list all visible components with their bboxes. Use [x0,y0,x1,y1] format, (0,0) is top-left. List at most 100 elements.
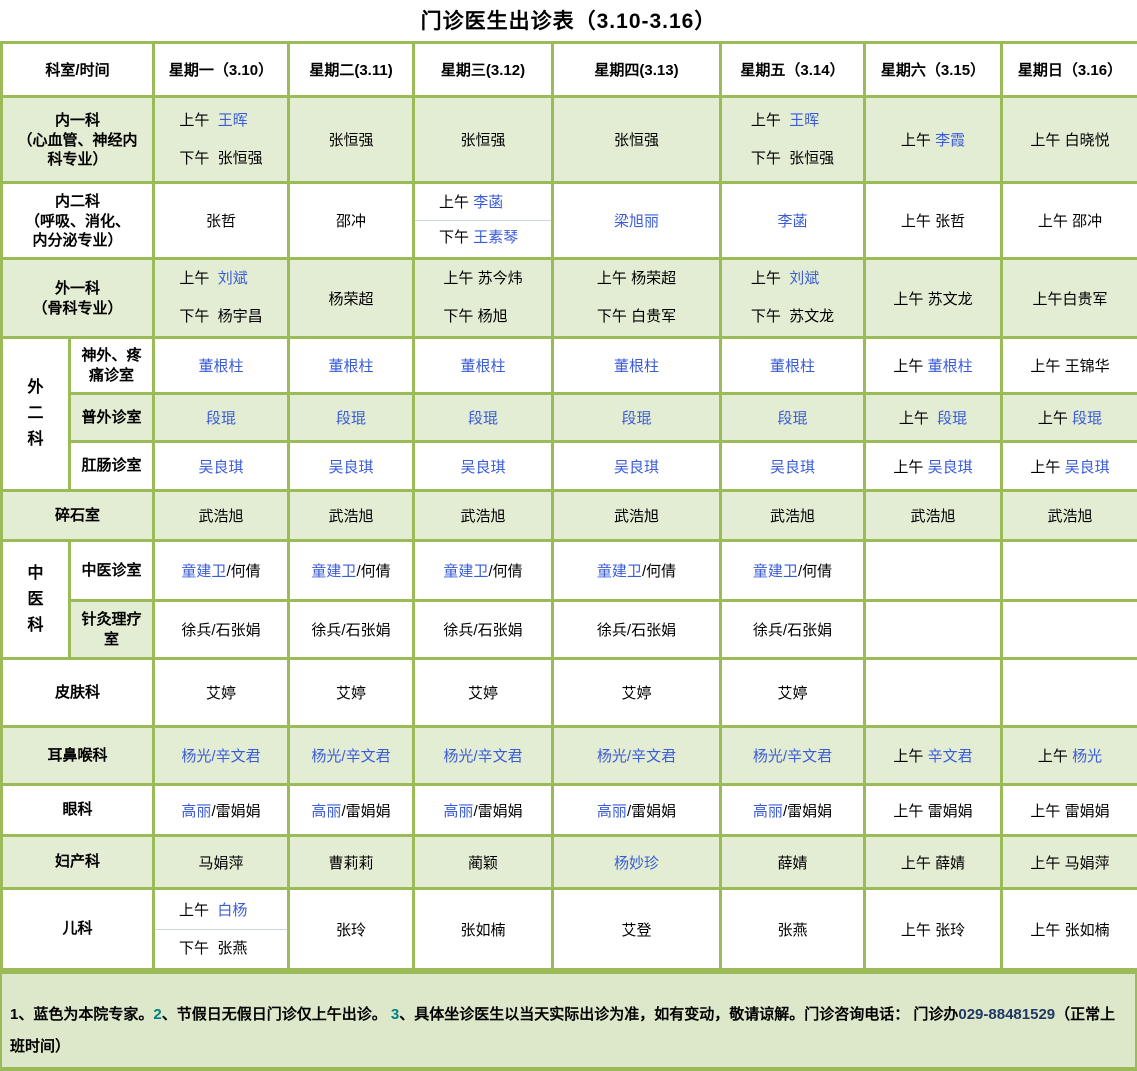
cell-text: 上午 [893,748,928,765]
footer-text: 3 [390,1006,400,1023]
cell-text: 上午 薛婧 [900,854,966,872]
department-name: 内一科 [55,111,101,129]
cell-text: 艾婷 [468,685,499,702]
schedule-cell: 武浩旭 [551,489,723,542]
day-header: 星期四(3.13) [551,41,723,98]
schedule-cell: 吴良琪 [719,440,867,492]
expert-doctor-name: 杨光 [1072,748,1103,765]
schedule-cell: 上午 李菡 下午 王素琴 [412,181,555,260]
cell-text: 上午 [1037,410,1073,427]
cell-text: 张哲 [206,213,237,230]
cell-text: 上午 邵冲 [1037,213,1103,230]
schedule-cell: 徐兵/石张娟 [152,599,291,660]
day-header: 星期五（3.14） [719,41,867,98]
schedule-cell: 艾婷 [287,657,416,728]
footer-note: 1、蓝色为本院专家。2、节假日无假日门诊仅上午出诊。 3、具体坐诊医生以当天实际… [0,971,1137,1071]
schedule-cell: 李菡 [719,181,867,260]
department-label: 皮肤科 [0,657,156,728]
expert-doctor-name: 董根柱 [770,358,816,375]
cell-text: 下午 杨宇昌 [179,308,263,325]
expert-doctor-name: 段琨 [1072,410,1103,427]
cell-text: 徐兵/石张娟 [181,622,261,639]
department-group-label: 外 二 科 [0,336,71,492]
schedule-cell: 邵冲 [287,181,416,260]
schedule-lines: 上午 刘斌 下午 杨宇昌 [179,262,263,335]
cell-text: 邵冲 [336,213,367,230]
schedule-cell: 徐兵/石张娟 [719,599,867,660]
cell-text: 上午 [893,358,928,375]
cell-text: 上午 [179,270,218,287]
schedule-line: 下午 张恒强 [751,140,834,178]
expert-doctor-name: 童建卫 [596,563,642,580]
schedule-cell: 上午 张如楠 [1000,887,1137,971]
cell-text: 张燕 [777,921,808,939]
schedule-cell: 徐兵/石张娟 [287,599,416,660]
schedule-cell: 杨光/辛文君 [287,725,416,786]
expert-doctor-name: 杨光/辛文君 [311,748,391,765]
cell-text: 薛婧 [777,854,808,872]
schedule-cell: 上午 董根柱 [863,336,1004,395]
schedule-cell: 上午 张玲 [863,887,1004,971]
schedule-cell: 董根柱 [152,336,291,395]
schedule-cell: 武浩旭 [287,489,416,542]
schedule-cell: 武浩旭 [152,489,291,542]
schedule-line: 上午 刘斌 [751,262,834,299]
expert-doctor-name: 高丽 [596,802,627,820]
cell-text: 武浩旭 [770,508,816,525]
day-header: 星期日（3.16） [1000,41,1137,98]
schedule-cell: 高丽/雷娟娟 [152,783,291,837]
cell-text: /雷娟娟 [211,802,261,820]
department-label: 内二科 （呼吸、消化、 内分泌专业） [0,181,156,260]
cell-text: 武浩旭 [198,508,244,525]
schedule-cell: 上午 薛婧 [863,834,1004,890]
department-group-label: 中 医 科 [0,539,71,660]
day-header: 星期三(3.12) [412,41,555,98]
schedule-line: 上午 王晖 [751,102,834,140]
schedule-line: 上午 苏今炜 [443,262,522,299]
schedule-line: 下午 杨旭 [443,298,522,335]
footer-text: 1、蓝色为本院专家。 [10,1006,154,1023]
schedule-cell: 童建卫/何倩 [412,539,555,602]
cell-text: 曹莉莉 [328,854,374,872]
schedule-cell: 吴良琪 [412,440,555,492]
schedule-cell: 杨光/辛文君 [719,725,867,786]
schedule-cell: 高丽/雷娟娟 [719,783,867,837]
cell-text: 张恒强 [614,132,660,149]
expert-doctor-name: 杨光/辛文君 [181,748,261,765]
schedule-cell: 上午 王晖 下午 张恒强 [152,95,291,184]
schedule-cell: 高丽/雷娟娟 [287,783,416,837]
expert-doctor-name: 梁旭丽 [614,213,660,230]
day-header: 星期一（3.10） [152,41,291,98]
schedule-cell: 张恒强 [412,95,555,184]
cell-text: 下午 张燕 [179,939,248,957]
cell-text: 武浩旭 [614,508,660,525]
footer-text: 、节假日无假日门诊仅上午出诊。 [161,1006,391,1023]
schedule-cell: 上午 辛文君 [863,725,1004,786]
cell-text: 上午 张如楠 [1030,921,1110,939]
cell-text: 艾登 [621,921,652,939]
phone-number: 029-88481529 [958,1006,1056,1023]
cell-text: 武浩旭 [328,508,374,525]
schedule-cell: 童建卫/何倩 [719,539,867,602]
schedule-cell: 上午 白晓悦 [1000,95,1137,184]
schedule-cell: 段琨 [152,392,291,443]
cell-text: 上午 苏文龙 [893,290,973,308]
clinic-room-label: 针灸理疗 室 [67,599,156,660]
schedule-table: 科室/时间 星期一（3.10） 星期二(3.11) 星期三(3.12) 星期四(3.13… [0,41,1137,971]
schedule-cell: 吴良琪 [287,440,416,492]
cell-text: 上午 [898,410,938,427]
expert-doctor-name: 童建卫 [311,563,357,580]
cell-text: 上午 [750,111,790,129]
schedule-cell [863,657,1004,728]
clinic-room-label: 中医诊室 [67,539,156,602]
schedule-cell [863,539,1004,602]
schedule-cell: 上午 刘斌下午 苏文龙 [719,257,867,339]
schedule-cell: 杨荣超 [287,257,416,339]
cell-text: 下午 苏文龙 [750,308,835,325]
schedule-cell: 上午 杨光 [1000,725,1137,786]
expert-doctor-name: 刘斌 [789,270,820,287]
expert-doctor-name: 董根柱 [927,358,973,375]
schedule-cell: 张哲 [152,181,291,260]
schedule-lines: 上午 杨荣超 下午 白贵军 [597,262,676,335]
schedule-cell: 艾婷 [719,657,867,728]
